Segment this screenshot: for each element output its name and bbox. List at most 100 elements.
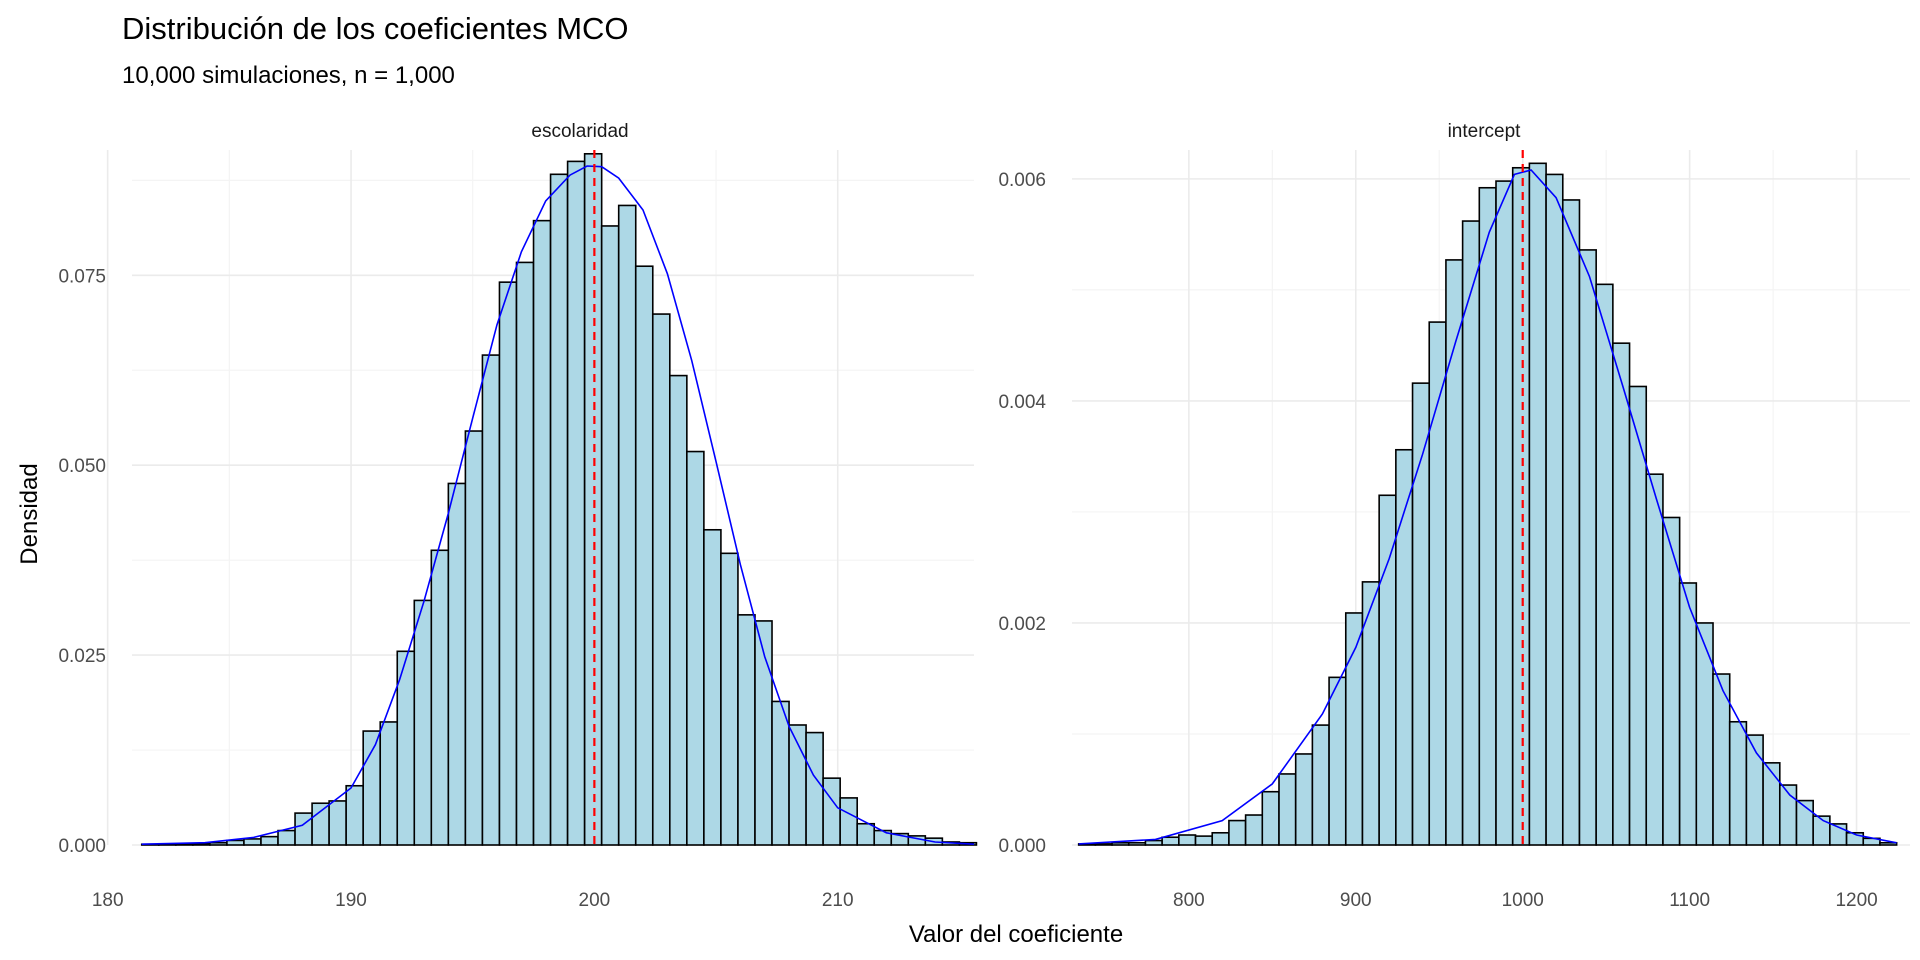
histogram-bar — [669, 374, 688, 846]
histogram-bar — [294, 812, 313, 846]
histogram-bar — [1278, 773, 1297, 846]
x-tick-label: 1200 — [1835, 890, 1877, 911]
histogram-bar — [600, 225, 620, 846]
histogram-bar — [413, 599, 433, 846]
histogram-bar — [1294, 753, 1314, 846]
histogram-bar — [345, 784, 364, 846]
histogram-bar — [243, 838, 262, 846]
histogram-bar — [583, 152, 603, 846]
panel-strip-label: escolaridad — [531, 121, 628, 142]
x-tick-label: 1000 — [1502, 890, 1544, 911]
density-curve — [141, 165, 975, 845]
x-tick-label: 180 — [92, 890, 124, 911]
histogram-bar — [805, 731, 824, 846]
histogram-bar — [1561, 199, 1581, 846]
histogram-bar — [1411, 382, 1431, 846]
x-tick-label: 800 — [1173, 890, 1205, 911]
y-tick-label: 0.002 — [998, 614, 1046, 635]
panel-intercept: intercept 800 900 1000 1100 1200 0.000 0.002 0.… — [998, 121, 1910, 911]
histogram-bar — [1395, 448, 1414, 846]
histogram-bar — [634, 265, 654, 846]
histogram-bar — [1344, 612, 1364, 846]
histogram-bar — [430, 549, 450, 846]
histogram-bar — [447, 482, 467, 846]
panel-strip-label: intercept — [1448, 121, 1522, 142]
histogram-bar — [498, 281, 518, 846]
y-tick-label: 0.075 — [58, 266, 106, 287]
histogram-bar — [1228, 819, 1247, 846]
histogram-bar — [1545, 173, 1564, 846]
histogram-bar — [856, 822, 876, 846]
histogram-bar — [1495, 180, 1514, 846]
histogram-bar — [1879, 841, 1898, 846]
histogram-bar — [1762, 762, 1781, 846]
x-tick-label: 210 — [822, 890, 854, 911]
histogram-bar — [617, 204, 637, 846]
histogram-bar — [1244, 814, 1264, 846]
chart-subtitle: 10,000 simulaciones, n = 1,000 — [122, 62, 455, 89]
histogram-bar — [1478, 186, 1497, 846]
y-tick-label: 0.006 — [998, 170, 1046, 191]
histogram-bar — [362, 730, 382, 846]
histogram-bar — [549, 173, 569, 846]
y-axis-title: Densidad — [16, 463, 43, 564]
histogram-bar — [822, 777, 841, 846]
histogram-bar — [481, 354, 501, 846]
x-axis-title: Valor del coeficiente — [909, 921, 1123, 948]
histogram-bar — [1695, 622, 1714, 846]
histogram-bar — [532, 219, 552, 846]
histogram-bar — [515, 261, 535, 846]
x-tick-label: 190 — [335, 890, 367, 911]
histogram-bar — [1511, 166, 1531, 846]
histogram-bar — [209, 841, 228, 846]
histogram-bar — [720, 552, 739, 846]
histogram-bar — [1612, 342, 1631, 846]
histogram-bar — [1144, 839, 1163, 846]
histogram-bar — [839, 797, 858, 846]
histogram-bar — [1127, 841, 1147, 846]
histogram-bar — [1728, 720, 1748, 846]
histogram-bar — [175, 843, 194, 846]
histogram-bar — [1578, 249, 1597, 846]
histogram-bar — [1528, 162, 1547, 846]
histogram-bar — [566, 160, 586, 846]
histogram-bar — [1311, 724, 1330, 846]
histogram-bar — [1595, 283, 1614, 846]
panel-escolaridad: escolaridad 180 190 200 210 0.000 0.025 0.050 0… — [58, 121, 978, 911]
histogram-bar — [311, 802, 330, 846]
histogram-bar — [1812, 815, 1831, 846]
histogram-bar — [1161, 836, 1180, 846]
histogram-bar — [464, 430, 484, 846]
y-tick-label: 0.000 — [998, 836, 1046, 857]
histogram-bar — [771, 700, 790, 846]
x-tick-label: 900 — [1340, 890, 1372, 911]
histogram-bar — [1094, 843, 1113, 846]
y-tick-label: 0.000 — [58, 836, 106, 857]
histogram-bar — [1211, 831, 1230, 846]
histogram-bar — [277, 829, 296, 846]
histogram-bar — [737, 614, 756, 846]
histogram-bar — [1461, 220, 1481, 846]
chart-title: Distribución de los coeficientes MCO — [122, 11, 629, 46]
histogram-bar — [260, 835, 279, 846]
x-tick-label: 200 — [579, 890, 611, 911]
histogram-bar — [1745, 734, 1764, 846]
y-tick-label: 0.025 — [58, 646, 106, 667]
y-tick-label: 0.004 — [998, 392, 1046, 413]
density-curve — [1078, 169, 1897, 845]
histogram-bar — [651, 313, 671, 846]
x-tick-label: 1100 — [1669, 890, 1710, 911]
histogram-bar — [1645, 473, 1664, 846]
histogram-bar — [1678, 582, 1698, 846]
histogram-bar — [1261, 790, 1280, 846]
y-tick-label: 0.050 — [58, 456, 106, 477]
histogram-bar — [226, 839, 245, 846]
histogram-bar — [1194, 835, 1214, 846]
histogram-bar — [686, 450, 705, 846]
histogram-bar — [1111, 841, 1130, 846]
histogram-bar — [1178, 834, 1197, 846]
histogram-bar — [328, 800, 347, 846]
histogram-bar — [1328, 676, 1347, 846]
histogram-bar — [703, 528, 722, 846]
